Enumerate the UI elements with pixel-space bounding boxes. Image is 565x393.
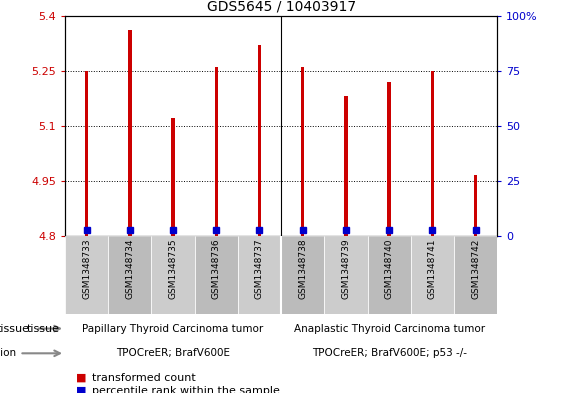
Bar	[258, 45, 261, 236]
Text: GSM1348740: GSM1348740	[385, 238, 394, 299]
Text: ■: ■	[76, 373, 87, 383]
FancyBboxPatch shape	[151, 236, 194, 314]
Bar	[474, 175, 477, 236]
Bar	[171, 118, 175, 236]
Text: tissue: tissue	[0, 323, 29, 334]
Bar	[215, 67, 218, 236]
Text: GSM1348742: GSM1348742	[471, 238, 480, 299]
FancyBboxPatch shape	[65, 236, 108, 314]
Text: GSM1348739: GSM1348739	[341, 238, 350, 299]
Text: GSM1348741: GSM1348741	[428, 238, 437, 299]
Text: ■: ■	[76, 386, 87, 393]
FancyBboxPatch shape	[367, 236, 411, 314]
FancyBboxPatch shape	[411, 236, 454, 314]
Text: Anaplastic Thyroid Carcinoma tumor: Anaplastic Thyroid Carcinoma tumor	[294, 323, 485, 334]
Text: percentile rank within the sample: percentile rank within the sample	[92, 386, 280, 393]
Text: GSM1348737: GSM1348737	[255, 238, 264, 299]
Text: genotype/variation: genotype/variation	[0, 348, 16, 358]
FancyBboxPatch shape	[454, 236, 497, 314]
FancyBboxPatch shape	[324, 236, 367, 314]
Bar	[85, 71, 88, 236]
Bar	[128, 30, 132, 236]
Bar	[431, 71, 434, 236]
Bar	[344, 96, 347, 236]
FancyBboxPatch shape	[238, 236, 281, 314]
Text: transformed count: transformed count	[92, 373, 196, 383]
Bar	[388, 82, 391, 236]
Text: GSM1348738: GSM1348738	[298, 238, 307, 299]
Text: TPOCreER; BrafV600E; p53 -/-: TPOCreER; BrafV600E; p53 -/-	[312, 348, 467, 358]
Title: GDS5645 / 10403917: GDS5645 / 10403917	[207, 0, 355, 13]
Text: TPOCreER; BrafV600E: TPOCreER; BrafV600E	[116, 348, 230, 358]
Text: GSM1348735: GSM1348735	[168, 238, 177, 299]
Text: tissue: tissue	[27, 323, 59, 334]
Text: GSM1348736: GSM1348736	[212, 238, 221, 299]
Text: Papillary Thyroid Carcinoma tumor: Papillary Thyroid Carcinoma tumor	[82, 323, 264, 334]
Text: GSM1348734: GSM1348734	[125, 238, 134, 299]
Bar	[301, 67, 305, 236]
Text: GSM1348733: GSM1348733	[82, 238, 91, 299]
FancyBboxPatch shape	[194, 236, 238, 314]
FancyBboxPatch shape	[281, 236, 324, 314]
FancyBboxPatch shape	[108, 236, 151, 314]
